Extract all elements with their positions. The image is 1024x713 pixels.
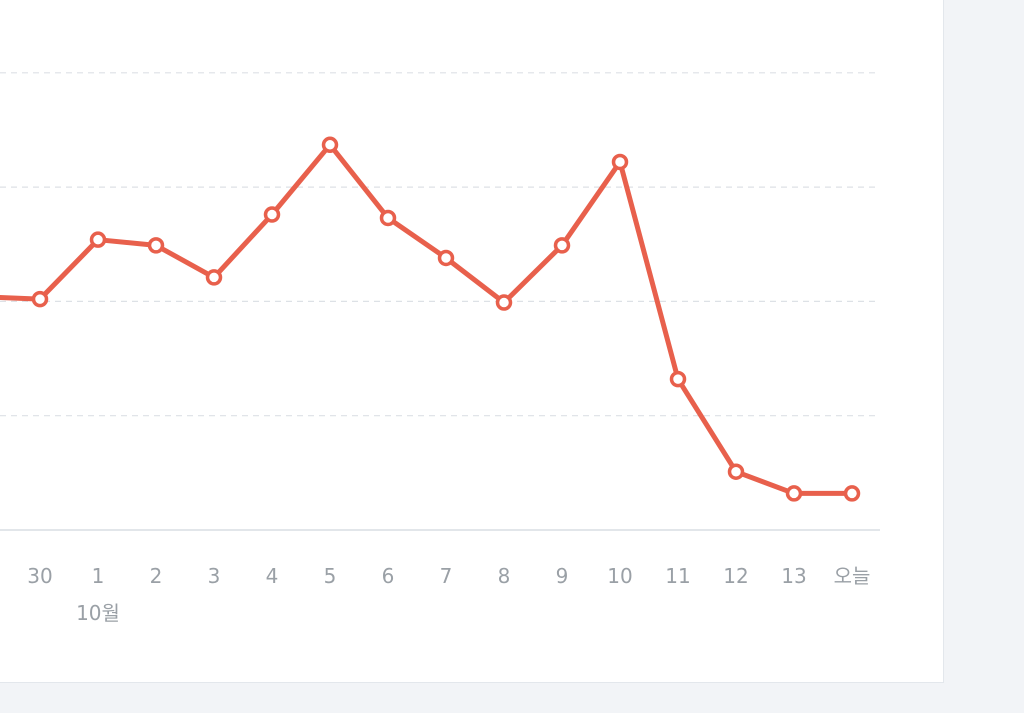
gridlines xyxy=(0,72,880,417)
data-point[interactable] xyxy=(147,237,165,254)
data-point[interactable] xyxy=(263,206,281,223)
x-tick-label: 7 xyxy=(440,564,453,588)
x-tick-label: 12 xyxy=(723,564,748,588)
chart-card xyxy=(0,0,944,683)
series-line xyxy=(0,142,855,496)
x-tick-labels: 30 1 2 3 4 5 6 7 8 9 10 11 12 13 오늘 xyxy=(27,564,870,588)
x-tick-label: 3 xyxy=(208,564,221,588)
x-tick-label: 1 xyxy=(92,564,105,588)
data-point[interactable] xyxy=(785,485,803,502)
data-point[interactable] xyxy=(437,249,455,267)
x-tick-label: 6 xyxy=(382,564,395,588)
data-point[interactable] xyxy=(89,231,107,248)
data-point[interactable] xyxy=(379,209,397,227)
data-point[interactable] xyxy=(669,370,687,388)
month-label: 10월 xyxy=(76,601,120,625)
x-tick-label: 오늘 xyxy=(834,564,871,588)
data-point[interactable] xyxy=(553,237,571,254)
x-tick-label: 11 xyxy=(665,564,690,588)
data-point[interactable] xyxy=(321,136,339,154)
data-point[interactable] xyxy=(495,294,513,311)
data-point[interactable] xyxy=(611,153,629,171)
data-point[interactable] xyxy=(843,485,861,502)
x-tick-label: 4 xyxy=(266,564,279,588)
x-tick-label: 10 xyxy=(607,564,632,588)
data-point[interactable] xyxy=(31,290,49,308)
x-tick-label: 2 xyxy=(150,564,163,588)
data-point[interactable] xyxy=(205,269,223,286)
x-tick-label: 9 xyxy=(556,564,569,588)
data-points xyxy=(31,136,861,502)
x-tick-label: 5 xyxy=(324,564,337,588)
x-tick-label: 8 xyxy=(498,564,511,588)
x-tick-label: 30 xyxy=(27,564,52,588)
data-point[interactable] xyxy=(727,463,745,480)
x-tick-label: 13 xyxy=(781,564,806,588)
